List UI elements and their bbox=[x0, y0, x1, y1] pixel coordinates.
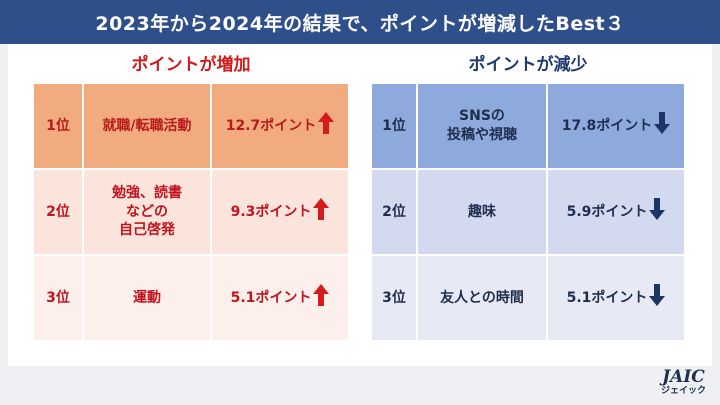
value-cell: 5.1ポイント bbox=[210, 254, 350, 342]
value-cell: 9.3ポイント bbox=[210, 168, 350, 256]
item-cell: 趣味 bbox=[416, 168, 548, 256]
page-header: 2023年から2024年の結果で、ポイントが増減したBest３ bbox=[0, 0, 720, 44]
logo-subtitle: ジェイック bbox=[660, 386, 706, 397]
value-text: 17.8ポイント bbox=[561, 117, 653, 134]
arrow-up-icon bbox=[318, 112, 335, 140]
value-cell: 12.7ポイント bbox=[210, 82, 350, 170]
value-cell: 5.1ポイント bbox=[546, 254, 686, 342]
table-row: 2位 趣味 5.9ポイント bbox=[370, 168, 686, 256]
value-text: 5.1ポイント bbox=[230, 289, 312, 306]
rank-cell: 2位 bbox=[32, 168, 84, 256]
rank-cell: 3位 bbox=[370, 254, 418, 342]
page-title: 2023年から2024年の結果で、ポイントが増減したBest３ bbox=[95, 12, 625, 35]
increase-title: ポイントが増加 bbox=[131, 54, 251, 75]
table-row: 1位 就職/転職活動 12.7ポイント bbox=[32, 82, 350, 170]
arrow-up-icon bbox=[313, 198, 330, 226]
rank-cell: 2位 bbox=[370, 168, 418, 256]
arrow-down-icon bbox=[649, 198, 666, 226]
logo-wordmark: JAIC bbox=[662, 367, 705, 388]
value-text: 9.3ポイント bbox=[230, 203, 312, 220]
value-cell: 5.9ポイント bbox=[546, 168, 686, 256]
item-cell: 運動 bbox=[82, 254, 212, 342]
item-cell: 友人との時間 bbox=[416, 254, 548, 342]
value-text: 5.9ポイント bbox=[566, 203, 648, 220]
increase-table: 1位 就職/転職活動 12.7ポイント 2位 勉強、読書 などの 自己啓発 9.3ポ… bbox=[32, 82, 350, 342]
item-cell: SNSの 投稿や視聴 bbox=[416, 82, 548, 170]
decrease-table: 1位 SNSの 投稿や視聴 17.8ポイント 2位 趣味 5.9ポイント 3位 友… bbox=[370, 82, 686, 342]
table-row: 3位 友人との時間 5.1ポイント bbox=[370, 254, 686, 342]
value-text: 5.1ポイント bbox=[566, 289, 648, 306]
rank-cell: 1位 bbox=[370, 82, 418, 170]
rank-cell: 1位 bbox=[32, 82, 84, 170]
item-cell: 勉強、読書 などの 自己啓発 bbox=[82, 168, 212, 256]
value-text: 12.7ポイント bbox=[225, 117, 317, 134]
arrow-down-icon bbox=[654, 112, 671, 140]
decrease-title: ポイントが減少 bbox=[468, 54, 588, 75]
table-row: 3位 運動 5.1ポイント bbox=[32, 254, 350, 342]
jaic-logo: JAIC ジェイック bbox=[661, 369, 706, 397]
arrow-up-icon bbox=[313, 284, 330, 312]
table-row: 1位 SNSの 投稿や視聴 17.8ポイント bbox=[370, 82, 686, 170]
rank-cell: 3位 bbox=[32, 254, 84, 342]
table-row: 2位 勉強、読書 などの 自己啓発 9.3ポイント bbox=[32, 168, 350, 256]
item-cell: 就職/転職活動 bbox=[82, 82, 212, 170]
value-cell: 17.8ポイント bbox=[546, 82, 686, 170]
arrow-down-icon bbox=[649, 284, 666, 312]
